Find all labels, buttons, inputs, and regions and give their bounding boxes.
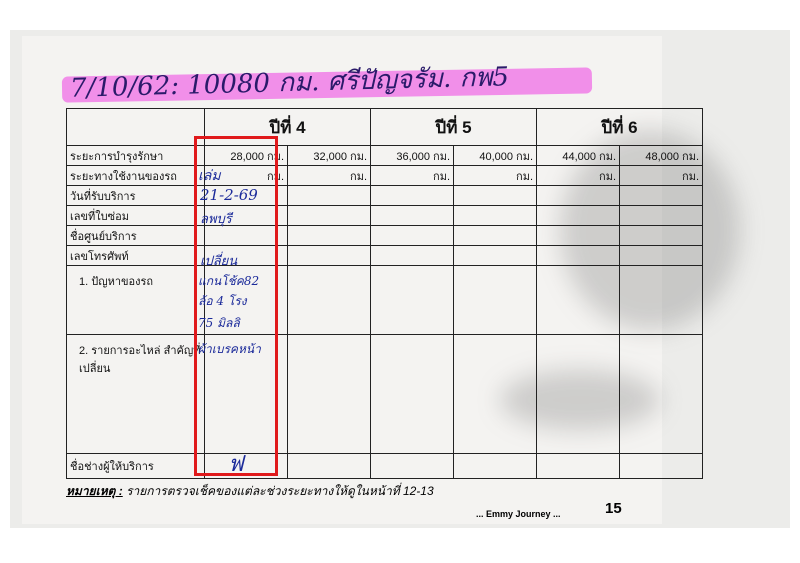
row-label: ชื่อช่างผู้ให้บริการ xyxy=(66,453,205,479)
note-text: รายการตรวจเช็คของแต่ละช่วงระยะทางให้ดูใน… xyxy=(126,484,434,498)
note-label: หมายเหตุ : xyxy=(66,484,123,498)
row-label: วันที่รับบริการ xyxy=(66,185,205,206)
year-header: ปีที่ 5 xyxy=(370,108,537,146)
row-label: 2. รายการอะไหล่ สำคัญที่เปลี่ยน xyxy=(66,334,205,454)
row-label: ชื่อศูนย์บริการ xyxy=(66,225,205,246)
handwritten-phone: เปลี่ยน xyxy=(200,254,238,269)
row-label: 1. ปัญหาของรถ xyxy=(66,265,205,335)
year-header: ปีที่ 6 xyxy=(536,108,703,146)
interval-cell: 36,000 กม. xyxy=(370,145,454,166)
interval-cell: 28,000 กม. xyxy=(204,145,288,166)
red-highlight-box xyxy=(194,136,278,476)
brand-footer: ... Emmy Journey ... xyxy=(476,509,561,519)
handwritten-problem: แกนโช้ค82 xyxy=(198,274,260,288)
footnote: หมายเหตุ : รายการตรวจเช็คของแต่ละช่วงระย… xyxy=(66,482,434,501)
handwritten-date: 21-2-69 xyxy=(200,186,258,204)
interval-cell: 32,000 กม. xyxy=(287,145,371,166)
handwritten-repair-no: ลพบุรี xyxy=(200,212,232,227)
unit-cell: กม. xyxy=(536,165,620,186)
row-label: เลขโทรศัพท์ xyxy=(66,245,205,266)
interval-cell: 44,000 กม. xyxy=(536,145,620,166)
unit-cell: กม. xyxy=(619,165,703,186)
interval-cell: 40,000 กม. xyxy=(453,145,537,166)
page-number: 15 xyxy=(605,500,622,517)
maintenance-table: ปีที่ 4 ปีที่ 5 ปีที่ 6 ระยะการบำรุงรักษ… xyxy=(66,108,703,479)
unit-cell: กม. xyxy=(453,165,537,186)
handwritten-problem: 75 มิลลิ xyxy=(198,316,240,330)
row-label: ระยะการบำรุงรักษา xyxy=(66,145,205,166)
handwritten-problem: ผ้าเบรคหน้า xyxy=(198,342,261,356)
row-label: เลขที่ใบซ่อม xyxy=(66,205,205,226)
handwritten-problem: ล้อ 4 โรง xyxy=(198,294,247,308)
unit-cell: กม. xyxy=(370,165,454,186)
interval-cell: 48,000 กม. xyxy=(619,145,703,166)
unit-cell: กม. xyxy=(287,165,371,186)
handwritten-signature: ฟ xyxy=(228,452,244,477)
row-label: ระยะทางใช้งานของรถ xyxy=(66,165,205,186)
handwritten-mileage: เล่ม xyxy=(198,168,221,184)
